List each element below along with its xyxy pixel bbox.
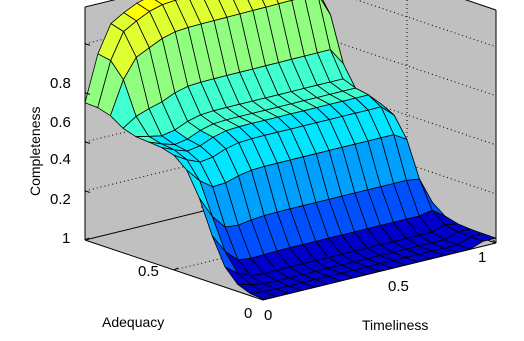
surface-mesh — [84, 0, 497, 300]
y-tick — [173, 267, 179, 271]
y-axis-label: Adequacy — [102, 314, 164, 330]
x-tick — [492, 239, 497, 244]
x-tick-label: 0 — [264, 307, 272, 324]
z-tick-label: 0.4 — [50, 151, 71, 168]
z-tick — [84, 92, 91, 95]
y-tick-label: 0.5 — [138, 263, 159, 280]
tick-marks — [84, 43, 497, 301]
y-tick — [262, 297, 268, 301]
z-tick-label: 0.6 — [50, 114, 71, 131]
z-tick — [84, 43, 91, 46]
z-tick — [84, 141, 91, 144]
z-axis-label: Completeness — [27, 107, 43, 197]
x-tick-label: 1 — [478, 249, 486, 266]
x-axis-label: Timeliness — [362, 317, 428, 333]
y-tick-label: 0 — [244, 305, 252, 322]
x-tick-label: 0.5 — [388, 278, 409, 295]
y-tick — [84, 237, 90, 241]
y-tick-label: 1 — [62, 230, 70, 247]
z-tick — [84, 190, 91, 193]
x-tick — [376, 268, 380, 272]
x-tick — [259, 296, 264, 301]
z-tick-label: 0.8 — [50, 75, 71, 92]
z-tick-label: 0.2 — [50, 191, 71, 208]
